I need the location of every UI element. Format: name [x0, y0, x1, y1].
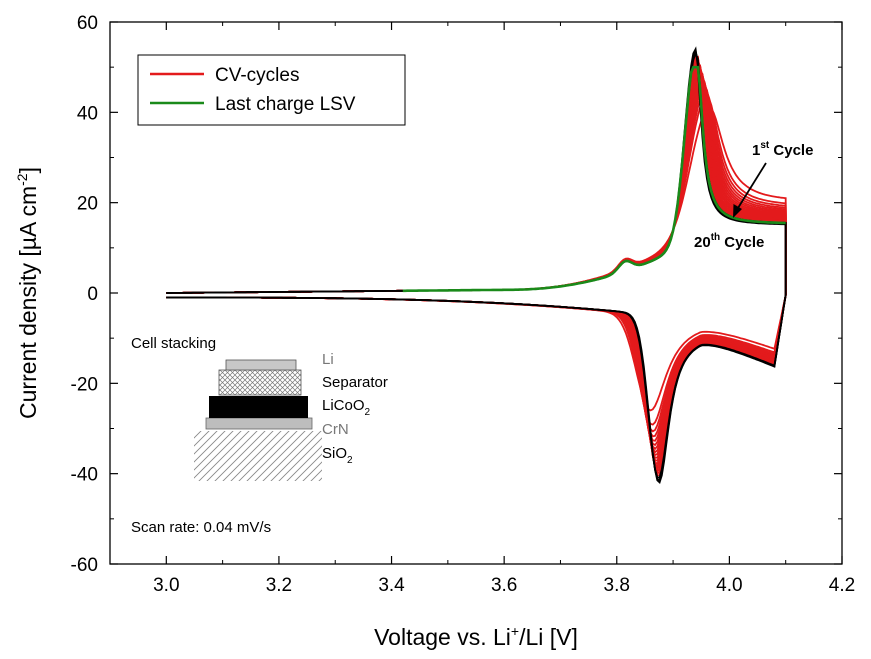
y-axis-title-main: Current density [µA cm	[15, 186, 41, 419]
label-li: Li	[322, 351, 334, 368]
twentieth-cycle-label: 20th Cycle	[694, 232, 764, 251]
first-cycle-main: 1	[752, 142, 760, 159]
x-tick-label: 4.0	[716, 575, 742, 596]
y-tick-label: 20	[77, 194, 98, 215]
label-licoo2: LiCoO2	[322, 397, 371, 418]
cv-curves	[166, 46, 787, 485]
layer-li	[225, 359, 297, 371]
layer-separator	[218, 369, 302, 396]
twentieth-cycle-sup: th	[711, 232, 720, 243]
legend-label-cv: CV-cycles	[215, 65, 299, 86]
y-axis-title-tail: ]	[15, 167, 41, 173]
layer-licoo2	[209, 396, 308, 418]
x-tick-label: 3.2	[266, 575, 292, 596]
layer-sio2	[194, 431, 322, 481]
scan-rate-label: Scan rate: 0.04 mV/s	[131, 519, 271, 536]
y-tick-label: -60	[71, 555, 98, 576]
first-cycle-sup: st	[760, 140, 770, 151]
y-tick-label: 40	[77, 103, 98, 124]
y-tick-label: 60	[77, 13, 98, 34]
axis-tick-labels: 3.0 3.2 3.4 3.6 3.8 4.0 4.2 -60 -40 -20 0 20 40 60	[71, 13, 856, 596]
label-licoo2-sub: 2	[365, 407, 371, 418]
x-tick-label: 3.8	[604, 575, 630, 596]
x-tick-label: 4.2	[829, 575, 855, 596]
label-sio2-main: SiO	[322, 445, 347, 462]
layer-crn	[205, 417, 313, 430]
y-tick-label: -40	[71, 465, 98, 486]
axis-ticks	[110, 21, 843, 565]
cycle-arrow-line	[737, 162, 767, 209]
cell-stack-inset: Cell stacking Li Separator LiCoO2 CrN Si…	[131, 335, 388, 481]
cv-cycle-20	[166, 46, 787, 485]
twentieth-cycle-main: 20	[694, 234, 711, 251]
cycle-arrow-head	[733, 204, 742, 218]
legend-label-lsv: Last charge LSV	[215, 94, 356, 115]
x-axis-title-sup: +	[511, 623, 519, 639]
legend: CV-cycles Last charge LSV	[137, 54, 406, 126]
label-sio2: SiO2	[322, 445, 353, 466]
label-sio2-sub: 2	[347, 455, 353, 466]
y-tick-label: -20	[71, 374, 98, 395]
label-licoo2-main: LiCoO	[322, 397, 365, 414]
legend-box	[137, 54, 406, 126]
y-axis-title: Current density [µA cm-2]	[14, 167, 41, 419]
inset-title: Cell stacking	[131, 335, 216, 352]
lsv-curve	[402, 65, 786, 293]
first-cycle-label: 1st Cycle	[752, 140, 813, 159]
x-tick-label: 3.6	[491, 575, 517, 596]
x-axis-title: Voltage vs. Li+/Li [V]	[374, 623, 578, 650]
twentieth-cycle-tail: Cycle	[720, 234, 764, 251]
label-crn: CrN	[322, 421, 349, 438]
x-axis-title-main: Voltage vs. Li	[374, 624, 511, 650]
x-tick-label: 3.0	[153, 575, 179, 596]
y-axis-title-sup: -2	[14, 173, 30, 186]
y-tick-label: 0	[87, 284, 98, 305]
x-axis-title-tail: /Li [V]	[519, 624, 578, 650]
first-cycle-tail: Cycle	[769, 142, 813, 159]
x-tick-label: 3.4	[378, 575, 405, 596]
label-separator: Separator	[322, 374, 388, 391]
